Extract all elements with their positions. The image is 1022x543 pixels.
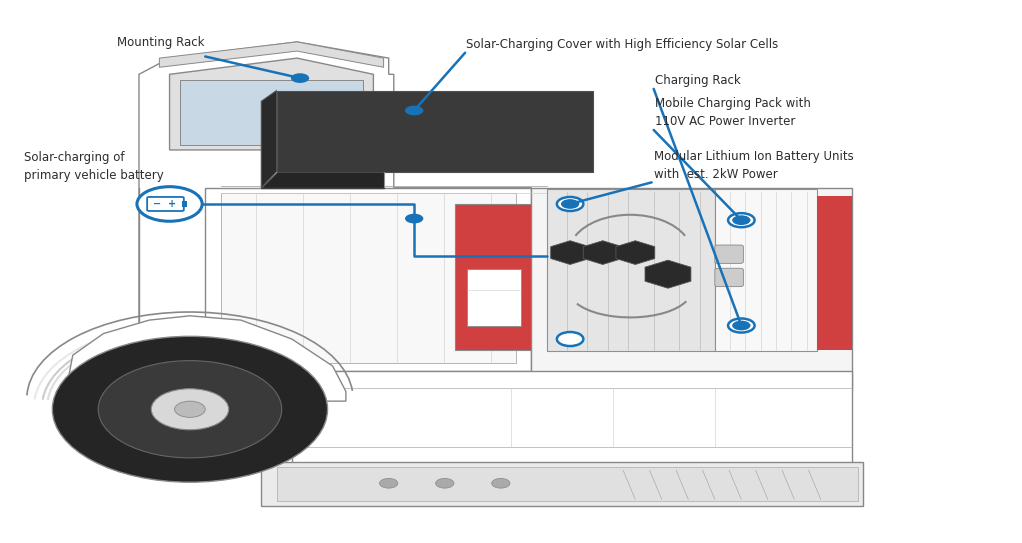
Polygon shape: [221, 193, 516, 363]
Polygon shape: [292, 371, 852, 463]
Circle shape: [557, 332, 584, 346]
Polygon shape: [262, 172, 383, 188]
Circle shape: [728, 213, 754, 227]
Circle shape: [291, 73, 310, 83]
Circle shape: [732, 321, 750, 330]
Polygon shape: [817, 196, 852, 350]
Polygon shape: [180, 80, 363, 144]
Circle shape: [557, 197, 584, 211]
Polygon shape: [205, 188, 531, 371]
FancyBboxPatch shape: [147, 197, 184, 211]
Polygon shape: [277, 467, 857, 501]
Polygon shape: [139, 42, 531, 388]
Polygon shape: [262, 91, 277, 188]
FancyBboxPatch shape: [714, 245, 743, 263]
Polygon shape: [531, 188, 852, 390]
Ellipse shape: [52, 336, 327, 482]
FancyBboxPatch shape: [714, 268, 743, 287]
Polygon shape: [455, 204, 531, 350]
Circle shape: [732, 216, 750, 225]
Text: Mobile Charging Pack with
110V AC Power Inverter: Mobile Charging Pack with 110V AC Power …: [655, 97, 810, 128]
Ellipse shape: [151, 389, 229, 430]
Circle shape: [561, 199, 579, 209]
Text: +: +: [168, 199, 176, 209]
FancyBboxPatch shape: [182, 201, 187, 207]
Text: Solar-charging of
primary vehicle battery: Solar-charging of primary vehicle batter…: [24, 151, 164, 182]
Polygon shape: [277, 91, 593, 172]
Circle shape: [405, 214, 423, 223]
Text: Mounting Rack: Mounting Rack: [117, 36, 204, 49]
Circle shape: [379, 478, 398, 488]
Circle shape: [492, 478, 510, 488]
Text: −: −: [153, 199, 161, 209]
Text: Charging Rack: Charging Rack: [655, 74, 741, 87]
Polygon shape: [467, 269, 521, 325]
Text: Modular Lithium Ion Battery Units
with  est. 2kW Power: Modular Lithium Ion Battery Units with e…: [654, 150, 853, 181]
Text: Solar-Charging Cover with High Efficiency Solar Cells: Solar-Charging Cover with High Efficienc…: [466, 38, 779, 51]
Circle shape: [728, 319, 754, 332]
Circle shape: [435, 478, 454, 488]
Circle shape: [137, 187, 202, 221]
Polygon shape: [714, 190, 817, 351]
Polygon shape: [262, 462, 863, 507]
Polygon shape: [159, 42, 383, 67]
Polygon shape: [547, 190, 714, 351]
Ellipse shape: [175, 401, 205, 418]
Circle shape: [405, 106, 423, 115]
Polygon shape: [170, 58, 373, 150]
Polygon shape: [67, 316, 345, 401]
Ellipse shape: [98, 361, 282, 458]
